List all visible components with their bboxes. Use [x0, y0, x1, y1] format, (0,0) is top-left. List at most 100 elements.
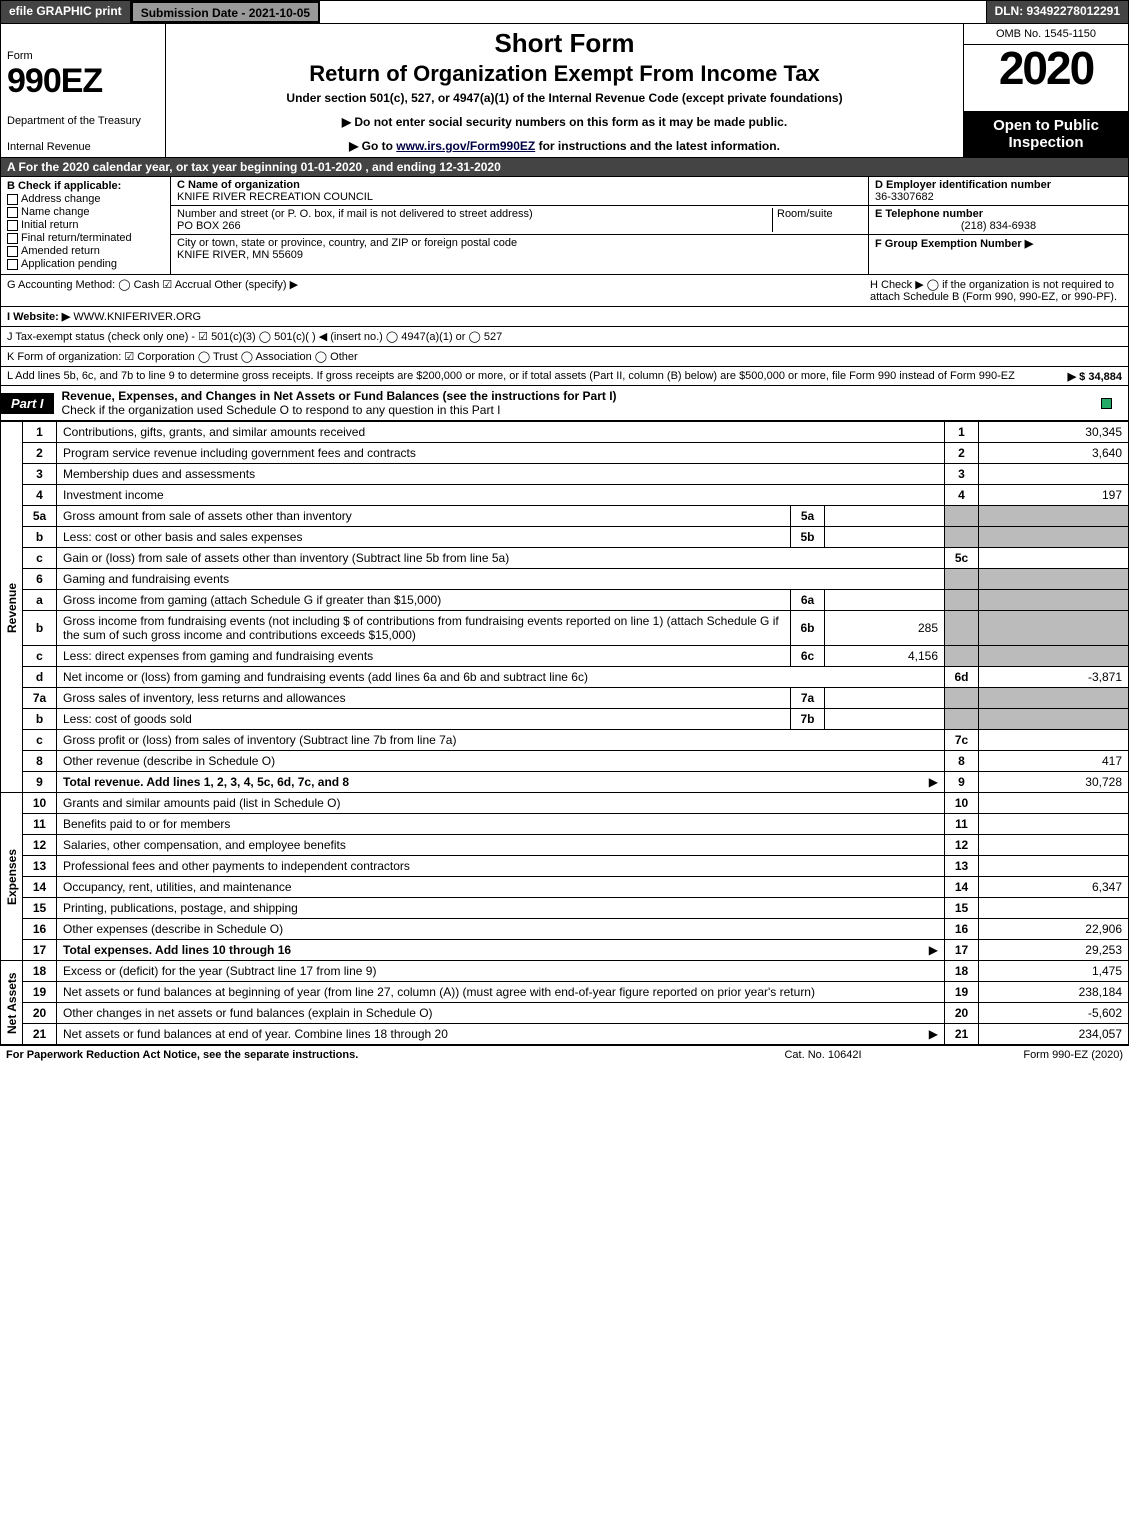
result-line-number: 21: [945, 1024, 979, 1045]
form-header: Form 990EZ Department of the Treasury In…: [0, 24, 1129, 158]
grey-cell: [945, 569, 979, 590]
form-number: 990EZ: [7, 62, 159, 101]
line-desc: Other changes in net assets or fund bala…: [57, 1003, 945, 1024]
line-number: 8: [23, 751, 57, 772]
line-number: 1: [23, 422, 57, 443]
line-row: 15Printing, publications, postage, and s…: [1, 898, 1129, 919]
grey-cell: [979, 688, 1129, 709]
c-label: C Name of organization: [177, 179, 862, 191]
ein-cell: D Employer identification number 36-3307…: [869, 177, 1128, 206]
line-number: 11: [23, 814, 57, 835]
line-desc: Occupancy, rent, utilities, and maintena…: [57, 877, 945, 898]
sub-line-number: 6c: [791, 646, 825, 667]
title-return: Return of Organization Exempt From Incom…: [174, 61, 955, 87]
check-application-pending[interactable]: Application pending: [7, 258, 164, 270]
line-row: 5aGross amount from sale of assets other…: [1, 506, 1129, 527]
line-number: 9: [23, 772, 57, 793]
result-line-number: 12: [945, 835, 979, 856]
line-desc: Excess or (deficit) for the year (Subtra…: [57, 961, 945, 982]
addr-label: Number and street (or P. O. box, if mail…: [177, 208, 772, 220]
line-row: dNet income or (loss) from gaming and fu…: [1, 667, 1129, 688]
line-row: 4Investment income4197: [1, 485, 1129, 506]
check-initial-return[interactable]: Initial return: [7, 219, 164, 231]
dept-treasury: Department of the Treasury: [7, 115, 159, 127]
result-value: [979, 898, 1129, 919]
sub-line-number: 6b: [791, 611, 825, 646]
check-amended-return[interactable]: Amended return: [7, 245, 164, 257]
line-row: aGross income from gaming (attach Schedu…: [1, 590, 1129, 611]
line-desc: Program service revenue including govern…: [57, 443, 945, 464]
result-value: 238,184: [979, 982, 1129, 1003]
spacer: [320, 1, 985, 23]
grey-cell: [979, 569, 1129, 590]
header-right: OMB No. 1545-1150 2020 Open to Public In…: [963, 24, 1128, 157]
grey-cell: [979, 611, 1129, 646]
ein-value: 36-3307682: [875, 191, 1122, 203]
line-desc: Net assets or fund balances at end of ye…: [57, 1024, 945, 1045]
result-line-number: 15: [945, 898, 979, 919]
submission-date: Submission Date - 2021-10-05: [131, 1, 320, 23]
line-desc: Membership dues and assessments: [57, 464, 945, 485]
line-row: 11Benefits paid to or for members11: [1, 814, 1129, 835]
sub-line-number: 7b: [791, 709, 825, 730]
result-line-number: 17: [945, 940, 979, 961]
line-number: 3: [23, 464, 57, 485]
result-line-number: 1: [945, 422, 979, 443]
header-mid: Short Form Return of Organization Exempt…: [166, 24, 963, 157]
row-j-tax-exempt: J Tax-exempt status (check only one) - ☑…: [0, 327, 1129, 347]
instr-goto: ▶ Go to www.irs.gov/Form990EZ for instru…: [174, 139, 955, 153]
result-value: -5,602: [979, 1003, 1129, 1024]
line-number: 17: [23, 940, 57, 961]
line-desc: Total expenses. Add lines 10 through 16 …: [57, 940, 945, 961]
result-line-number: 18: [945, 961, 979, 982]
grey-cell: [945, 506, 979, 527]
line-desc: Gain or (loss) from sale of assets other…: [57, 548, 945, 569]
line-desc: Other expenses (describe in Schedule O): [57, 919, 945, 940]
city-row: City or town, state or province, country…: [171, 235, 868, 263]
line-desc: Investment income: [57, 485, 945, 506]
efile-print-button[interactable]: efile GRAPHIC print: [1, 1, 131, 23]
line-number: d: [23, 667, 57, 688]
part1-title: Revenue, Expenses, and Changes in Net As…: [54, 386, 1088, 420]
line-desc: Professional fees and other payments to …: [57, 856, 945, 877]
b-mid: C Name of organization KNIFE RIVER RECRE…: [171, 177, 868, 274]
result-line-number: 10: [945, 793, 979, 814]
check-name-change[interactable]: Name change: [7, 206, 164, 218]
open-public: Open to Public Inspection: [964, 111, 1128, 157]
result-value: [979, 464, 1129, 485]
line-number: 6: [23, 569, 57, 590]
line-row: cGain or (loss) from sale of assets othe…: [1, 548, 1129, 569]
addr-value: PO BOX 266: [177, 220, 772, 232]
check-final-return[interactable]: Final return/terminated: [7, 232, 164, 244]
result-line-number: 6d: [945, 667, 979, 688]
check-address-change[interactable]: Address change: [7, 193, 164, 205]
d-label: D Employer identification number: [875, 179, 1122, 191]
line-row: 14Occupancy, rent, utilities, and mainte…: [1, 877, 1129, 898]
part1-checkbox[interactable]: [1088, 396, 1128, 410]
line-row: 13Professional fees and other payments t…: [1, 856, 1129, 877]
sub-line-number: 5a: [791, 506, 825, 527]
sub-line-value: [825, 506, 945, 527]
i-label: I Website: ▶: [7, 311, 70, 323]
subtitle: Under section 501(c), 527, or 4947(a)(1)…: [174, 91, 955, 105]
line-row: 16Other expenses (describe in Schedule O…: [1, 919, 1129, 940]
city-label: City or town, state or province, country…: [177, 237, 517, 249]
line-desc: Less: cost or other basis and sales expe…: [57, 527, 791, 548]
grey-cell: [979, 527, 1129, 548]
title-short-form: Short Form: [174, 28, 955, 59]
form-word: Form: [7, 50, 159, 62]
result-value: 29,253: [979, 940, 1129, 961]
irs-link[interactable]: www.irs.gov/Form990EZ: [396, 139, 535, 153]
line-row: Expenses10Grants and similar amounts pai…: [1, 793, 1129, 814]
city-value: KNIFE RIVER, MN 55609: [177, 249, 517, 261]
line-row: 21Net assets or fund balances at end of …: [1, 1024, 1129, 1045]
line-desc: Total revenue. Add lines 1, 2, 3, 4, 5c,…: [57, 772, 945, 793]
row-i-website: I Website: ▶ WWW.KNIFERIVER.ORG: [0, 307, 1129, 327]
grey-cell: [945, 527, 979, 548]
row-a-period: A For the 2020 calendar year, or tax yea…: [0, 158, 1129, 177]
result-line-number: 3: [945, 464, 979, 485]
line-desc: Gross sales of inventory, less returns a…: [57, 688, 791, 709]
line-number: 7a: [23, 688, 57, 709]
e-label: E Telephone number: [875, 208, 1122, 220]
b-label: B Check if applicable:: [7, 180, 164, 192]
